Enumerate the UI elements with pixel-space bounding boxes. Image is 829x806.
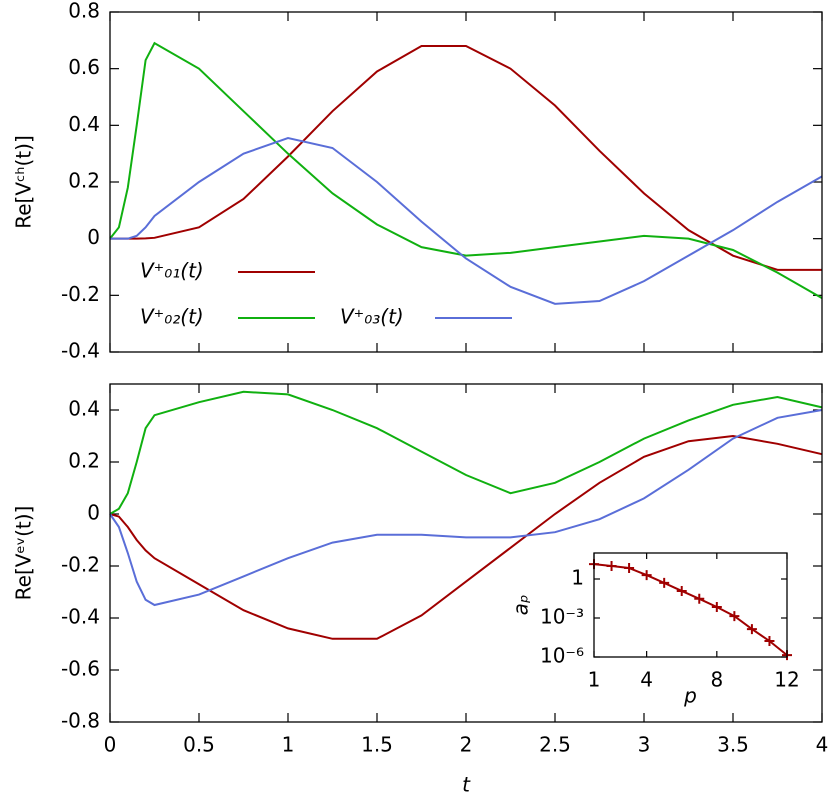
point-marker xyxy=(746,624,757,635)
y-tick-label: 0 xyxy=(87,501,100,525)
x-tick-label: 1.5 xyxy=(361,733,393,757)
x-tick-label: 2 xyxy=(460,733,473,757)
y-tick-label: 0.2 xyxy=(68,449,100,473)
point-marker xyxy=(624,563,635,574)
data-line xyxy=(109,434,823,640)
point-marker xyxy=(676,585,687,596)
point-marker xyxy=(694,593,705,604)
y-tick-label: 0.4 xyxy=(68,397,100,421)
plot-frame xyxy=(593,552,788,658)
x-tick-label: 12 xyxy=(774,668,799,692)
y-axis-label: Re[Vᶜʰ(t)] xyxy=(12,135,36,229)
y-tick-label: -0.6 xyxy=(61,657,100,681)
y-tick-label: 0.4 xyxy=(68,112,100,136)
x-tick-label: 4 xyxy=(816,733,829,757)
x-axis-label: t xyxy=(462,773,471,797)
x-tick-label: 3 xyxy=(638,733,651,757)
y-tick-label: -0.2 xyxy=(61,282,100,306)
point-marker xyxy=(711,602,722,613)
y-axis-label: Re[Vᵉᵛ(t)] xyxy=(12,506,36,601)
y-tick-label: -0.4 xyxy=(61,339,100,363)
inset-background xyxy=(594,553,787,657)
legend-label: V⁺₀₃(t) xyxy=(340,305,404,329)
data-line xyxy=(109,390,823,515)
point-marker xyxy=(659,577,670,588)
y-tick-label: -0.2 xyxy=(61,553,100,577)
x-tick-label: 4 xyxy=(640,668,653,692)
x-axis-label: p xyxy=(683,684,697,708)
y-tick-label: 0.6 xyxy=(68,55,100,79)
y-tick-label: 1 xyxy=(571,566,584,590)
point-marker xyxy=(606,561,617,571)
y-tick-label: 10⁻⁶ xyxy=(540,644,584,668)
y-tick-label: -0.8 xyxy=(61,709,100,733)
y-tick-label: 0 xyxy=(87,225,100,249)
data-line xyxy=(110,45,822,271)
x-tick-label: 0.5 xyxy=(183,733,215,757)
x-tick-label: 2.5 xyxy=(539,733,571,757)
point-marker xyxy=(641,570,652,581)
plot-frame xyxy=(109,11,823,353)
data-line xyxy=(110,137,823,305)
y-tick-label: 0.2 xyxy=(68,169,100,193)
x-tick-label: 1 xyxy=(588,668,601,692)
y-tick-label: 0.8 xyxy=(68,0,100,23)
x-tick-label: 1 xyxy=(282,733,295,757)
y-tick-label: -0.4 xyxy=(61,605,100,629)
plot-frame xyxy=(109,383,823,723)
data-line xyxy=(109,409,823,607)
y-tick-label: 10⁻³ xyxy=(540,605,584,629)
data-line xyxy=(109,41,823,300)
point-marker xyxy=(764,636,775,647)
legend-label: V⁺₀₂(t) xyxy=(140,305,204,329)
point-marker xyxy=(729,611,740,622)
legend-label: V⁺₀₁(t) xyxy=(140,259,204,283)
x-tick-label: 8 xyxy=(710,668,723,692)
x-tick-label: 0 xyxy=(104,733,117,757)
y-axis-label: aₚ xyxy=(509,595,533,616)
x-tick-label: 3.5 xyxy=(717,733,749,757)
